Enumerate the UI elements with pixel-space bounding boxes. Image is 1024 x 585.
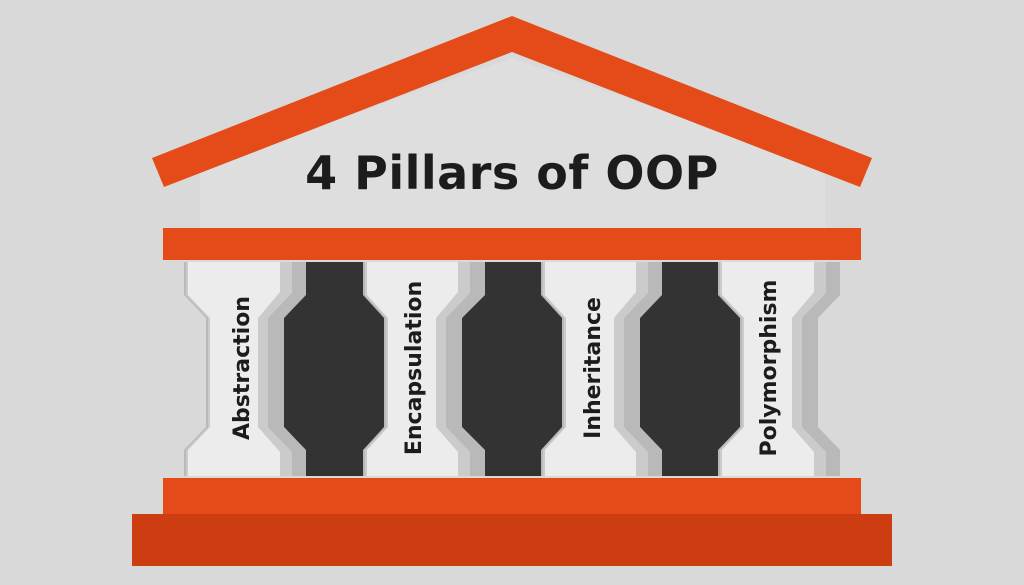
dark-column <box>640 262 740 476</box>
roof <box>152 16 872 187</box>
dark-column <box>462 262 563 476</box>
page-title: 4 Pillars of OOP <box>305 146 719 200</box>
pediment-fill <box>200 58 825 228</box>
pillar-label-inheritance: Inheritance <box>581 297 606 439</box>
pillar-label-encapsulation: Encapsulation <box>402 280 427 456</box>
light-column-inheritance <box>541 262 662 476</box>
base-lower-step <box>132 514 892 566</box>
dark-columns <box>284 262 740 476</box>
dark-column <box>284 262 385 476</box>
light-column-encapsulation <box>363 262 485 476</box>
pillar-label-abstraction: Abstraction <box>230 296 255 440</box>
light-column-abstraction <box>184 262 306 476</box>
base-upper-step <box>163 478 861 514</box>
architrave-beam <box>163 228 861 260</box>
light-column-polymorphism <box>718 262 840 476</box>
pillar-label-polymorphism: Polymorphism <box>757 279 782 457</box>
light-columns <box>184 262 840 476</box>
